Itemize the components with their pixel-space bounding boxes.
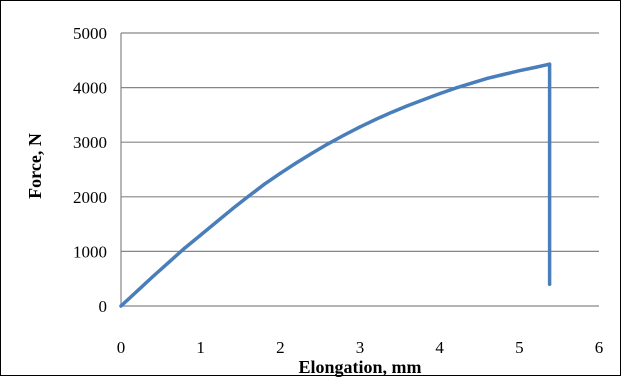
data-point [215,220,219,224]
data-point [278,171,282,175]
data-point [183,246,187,250]
data-point [342,133,346,137]
data-point [135,289,139,293]
data-point [501,72,505,77]
y-tick-label: 3000 [73,133,107,152]
data-point [199,233,203,237]
y-tick-label: 4000 [73,79,107,98]
y-tick-label: 2000 [73,188,107,207]
x-tick-label: 3 [356,338,365,357]
x-tick-label: 5 [515,338,524,357]
data-point [545,63,549,67]
data-point [533,65,537,69]
grid-lines [121,32,599,252]
x-tick-label: 0 [117,338,126,357]
series-line-0 [119,62,552,308]
data-point [485,76,490,80]
data-point [230,207,235,211]
y-tick-label: 0 [99,297,108,316]
x-tick-label: 6 [595,338,604,357]
data-point [358,125,362,129]
data-point [438,92,442,96]
data-point [262,182,266,186]
y-tick-label: 5000 [73,24,107,43]
data-point [310,151,314,155]
data-point [454,86,458,90]
data-point [151,274,155,279]
data-point [548,282,552,286]
data-series [119,62,552,308]
x-tick-label: 2 [276,338,285,357]
x-axis-label: Elongation, mm [298,357,421,377]
y-axis-label: Force, N [25,133,45,199]
data-point [548,62,552,66]
data-point [390,110,394,114]
data-point [422,98,426,102]
x-tick-labels: 0 1 2 3 4 5 6 [117,338,604,357]
data-point [119,304,123,308]
data-point [326,142,330,146]
data-point [246,194,251,198]
x-tick-label: 1 [196,338,205,357]
data-point [517,69,521,73]
data-point [469,81,474,85]
data-point [374,117,378,121]
axes [120,33,599,307]
data-point [406,104,410,108]
data-point [294,161,298,165]
y-tick-label: 1000 [73,242,107,261]
y-tick-labels: 0 1000 2000 3000 4000 5000 [73,24,107,316]
x-tick-label: 4 [435,338,444,357]
data-point [167,260,171,264]
